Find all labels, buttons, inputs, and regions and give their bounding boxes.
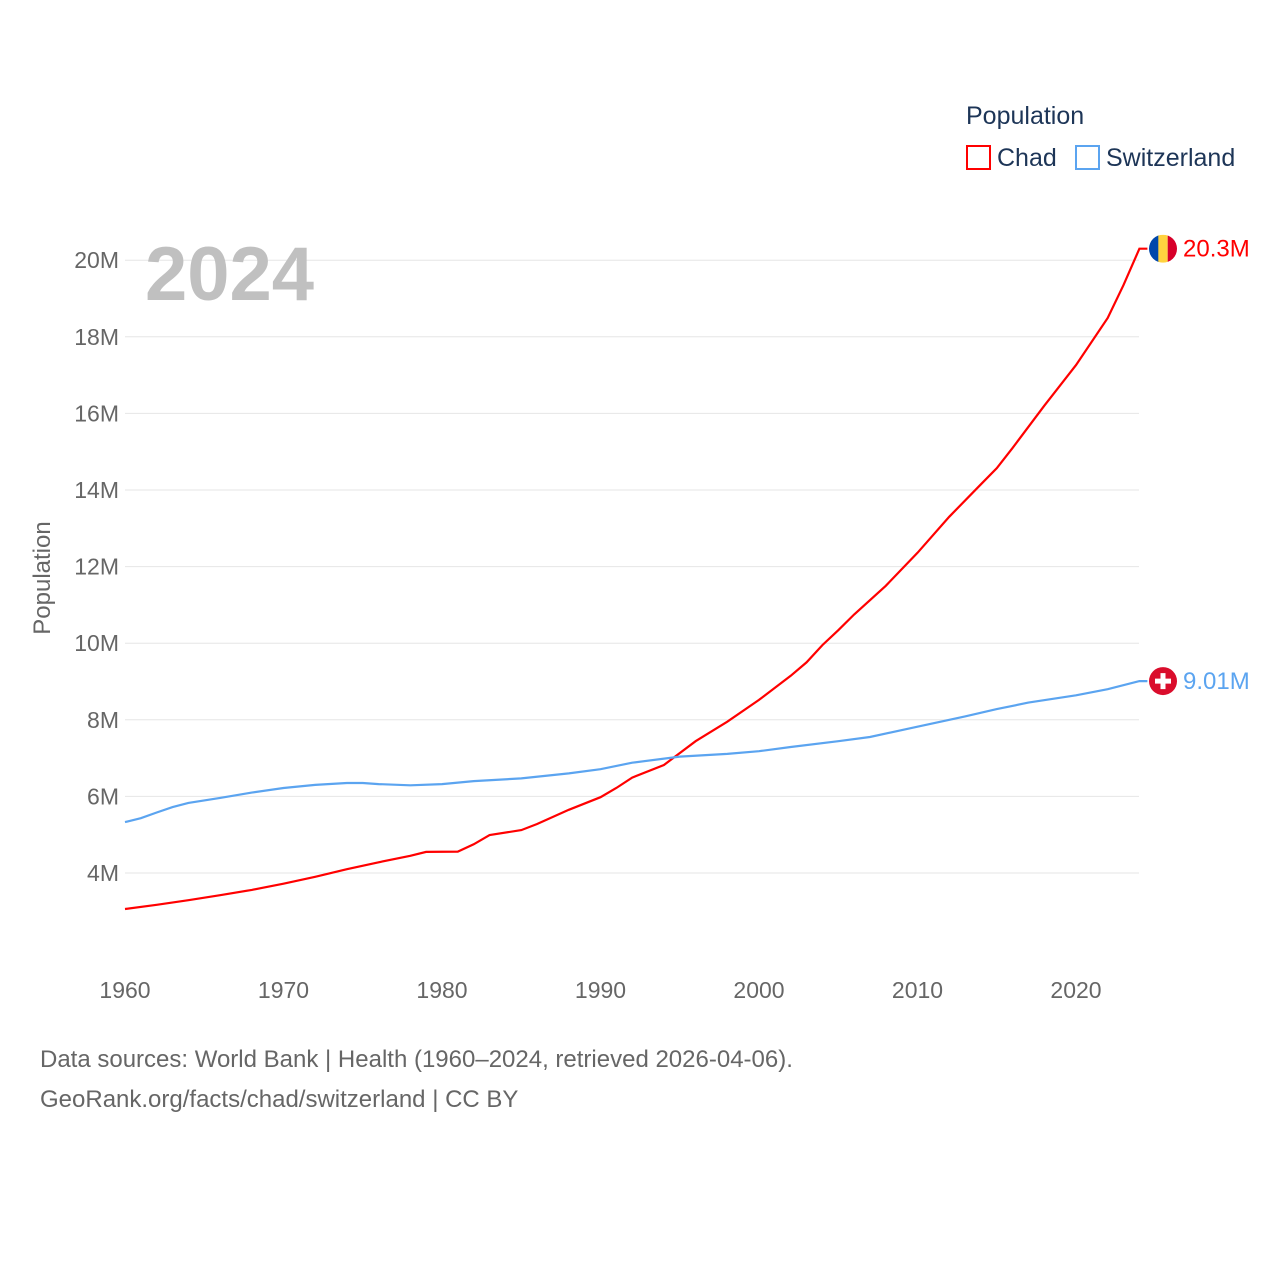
legend: Population Chad Switzerland bbox=[966, 102, 1235, 172]
switzerland-flag-icon bbox=[1149, 667, 1177, 696]
legend-label-chad[interactable]: Chad bbox=[997, 144, 1057, 172]
x-axis: 1960 1970 1980 1990 2000 2010 2020 bbox=[99, 977, 1101, 1003]
y-tick-label: 16M bbox=[74, 400, 119, 426]
y-tick-label: 4M bbox=[87, 860, 119, 886]
x-tick-label: 2010 bbox=[892, 977, 943, 1003]
y-tick-label: 8M bbox=[87, 707, 119, 733]
x-tick-label: 1990 bbox=[575, 977, 626, 1003]
x-tick-label: 1960 bbox=[99, 977, 150, 1003]
legend-swatch-switzerland[interactable] bbox=[1075, 145, 1100, 170]
series-line-switzerland[interactable] bbox=[124, 679, 1148, 824]
y-axis-label: Population bbox=[29, 521, 56, 634]
grid bbox=[125, 259, 1139, 874]
year-watermark: 2024 bbox=[145, 232, 314, 317]
x-tick-label: 1970 bbox=[258, 977, 309, 1003]
legend-label-switzerland[interactable]: Switzerland bbox=[1106, 144, 1235, 172]
footer-sources: Data sources: World Bank | Health (1960–… bbox=[40, 1046, 793, 1073]
y-tick-label: 20M bbox=[74, 247, 119, 273]
legend-title: Population bbox=[966, 102, 1084, 130]
y-tick-label: 18M bbox=[74, 324, 119, 350]
y-tick-label: 12M bbox=[74, 554, 119, 580]
x-tick-label: 1980 bbox=[416, 977, 467, 1003]
y-tick-label: 10M bbox=[74, 630, 119, 656]
end-label-switzerland: 9.01M bbox=[1183, 668, 1250, 695]
y-axis: 4M 6M 8M 10M 12M 14M 16M 18M 20M bbox=[74, 247, 119, 886]
end-label-chad: 20.3M bbox=[1183, 236, 1250, 263]
y-tick-label: 14M bbox=[74, 477, 119, 503]
x-tick-label: 2000 bbox=[733, 977, 784, 1003]
y-tick-label: 6M bbox=[87, 783, 119, 809]
series-line-chad[interactable] bbox=[124, 247, 1148, 911]
footer-credit: GeoRank.org/facts/chad/switzerland | CC … bbox=[40, 1086, 519, 1113]
series-lines: 20.3M 9.01M bbox=[124, 234, 1250, 911]
legend-swatch-chad[interactable] bbox=[966, 145, 991, 170]
chad-flag-icon bbox=[1149, 234, 1177, 263]
x-tick-label: 2020 bbox=[1050, 977, 1101, 1003]
